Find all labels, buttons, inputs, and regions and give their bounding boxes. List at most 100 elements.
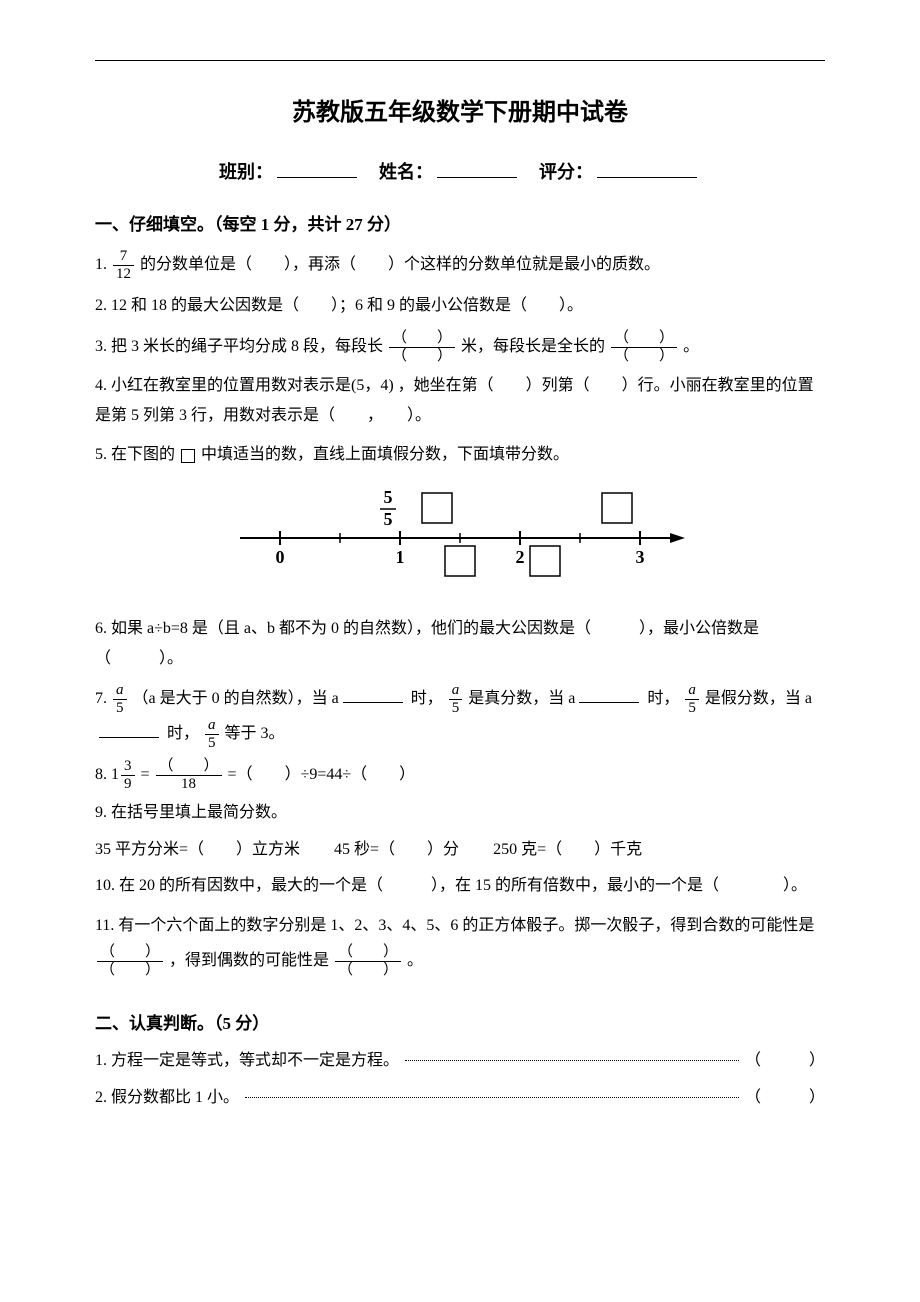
nl-0: 0 <box>276 547 285 567</box>
score-label: 评分： <box>539 162 593 182</box>
q11-c: 。 <box>407 952 423 969</box>
q7-f4n: a <box>205 718 219 734</box>
section2-head: 二、认真判断。（5 分） <box>95 1008 825 1040</box>
q3-f1-den: （ ） <box>389 347 455 364</box>
q11-a: 11. 有一个六个面上的数字分别是 1、2、3、4、5、6 的正方体骰子。掷一次… <box>95 917 814 934</box>
q11-f2n: （ ） <box>335 945 401 961</box>
nl-3: 3 <box>636 547 645 567</box>
q3-a: 3. 把 3 米长的绳子平均分成 8 段，每段长 <box>95 338 383 355</box>
q7-blank2[interactable] <box>579 687 639 703</box>
q7-f3d: 5 <box>685 699 699 716</box>
nl-1: 1 <box>396 547 405 567</box>
score-blank[interactable] <box>597 160 697 178</box>
q3-b: 米，每段长是全长的 <box>461 338 605 355</box>
q7-blank3[interactable] <box>99 722 159 738</box>
q3-frac2: （ ） （ ） <box>611 331 677 364</box>
q8-b: =（ ）÷9=44÷（ ） <box>228 766 416 783</box>
nl-box-bot2[interactable] <box>530 546 560 576</box>
name-blank[interactable] <box>437 160 517 178</box>
q7-a: 7. <box>95 690 111 707</box>
nl-frac-den: 5 <box>384 509 393 529</box>
q8-mn: 3 <box>121 759 135 775</box>
nl-box-bot1[interactable] <box>445 546 475 576</box>
q1-frac-den: 12 <box>113 265 134 282</box>
q7-f3: a 5 <box>685 683 699 716</box>
section1-head: 一、仔细填空。（每空 1 分，共计 27 分） <box>95 209 825 241</box>
q3-f2-den: （ ） <box>611 347 677 364</box>
class-label: 班别： <box>219 162 273 182</box>
q8-whole: 1 <box>111 766 119 783</box>
q9-3: 250 克=（ ）千克 <box>493 841 642 858</box>
q8-f2n: （ ） <box>156 759 222 775</box>
name-label: 姓名： <box>379 162 433 182</box>
nl-frac-num: 5 <box>384 487 393 507</box>
q8-mixed: 3 9 <box>121 759 135 792</box>
number-line: 0 1 2 3 5 5 <box>95 483 825 594</box>
q11-f1: （ ） （ ） <box>97 945 163 978</box>
q3-c: 。 <box>683 338 699 355</box>
q7-f1d: 5 <box>113 699 127 716</box>
q9-head: 9. 在括号里填上最简分数。 <box>95 798 825 828</box>
q6: 6. 如果 a÷b=8 是（且 a、b 都不为 0 的自然数），他们的最大公因数… <box>95 614 825 675</box>
q7-f: 是假分数，当 a <box>705 690 812 707</box>
q9-row: 35 平方分米=（ ）立方米 45 秒=（ ）分 250 克=（ ）千克 <box>95 835 825 865</box>
q11-f2: （ ） （ ） <box>335 945 401 978</box>
q11-f1n: （ ） <box>97 945 163 961</box>
j1-dots <box>405 1060 739 1061</box>
q3-f1-num: （ ） <box>389 331 455 347</box>
j1-paren[interactable]: （ ） <box>745 1046 825 1076</box>
q7-g: 时， <box>167 725 199 742</box>
q7: 7. a 5 （a 是大于 0 的自然数），当 a 时， a 5 是真分数，当 … <box>95 681 825 751</box>
q7-h: 等于 3。 <box>225 725 285 742</box>
q7-e: 时， <box>647 690 679 707</box>
j2-text: 2. 假分数都比 1 小。 <box>95 1083 239 1113</box>
q2: 2. 12 和 18 的最大公因数是（ ）；6 和 9 的最小公倍数是（ ）。 <box>95 288 825 323</box>
q8-f2: （ ） 18 <box>156 759 222 792</box>
q1-prefix: 1. <box>95 256 111 273</box>
q7-f1: a 5 <box>113 683 127 716</box>
q7-f1n: a <box>113 683 127 699</box>
q8-eq1: = <box>141 766 150 783</box>
q1-frac-num: 7 <box>113 249 134 265</box>
info-line: 班别： 姓名： 评分： <box>95 155 825 189</box>
q8-f2d: 18 <box>156 775 222 792</box>
q3-f2-num: （ ） <box>611 331 677 347</box>
q11-b: ，得到偶数的可能性是 <box>169 952 333 969</box>
q7-blank1[interactable] <box>343 687 403 703</box>
j2-dots <box>245 1097 739 1098</box>
q3-frac1: （ ） （ ） <box>389 331 455 364</box>
top-rule <box>95 60 825 61</box>
q8-a: 8. <box>95 766 111 783</box>
q7-f2n: a <box>449 683 463 699</box>
q7-d: 是真分数，当 a <box>468 690 575 707</box>
q8: 8. 1 3 9 = （ ） 18 =（ ）÷9=44÷（ ） <box>95 757 825 792</box>
q3: 3. 把 3 米长的绳子平均分成 8 段，每段长 （ ） （ ） 米，每段长是全… <box>95 329 825 364</box>
q9-1: 35 平方分米=（ ）立方米 <box>95 841 300 858</box>
q11: 11. 有一个六个面上的数字分别是 1、2、3、4、5、6 的正方体骰子。掷一次… <box>95 908 825 978</box>
j1-text: 1. 方程一定是等式，等式却不一定是方程。 <box>95 1046 399 1076</box>
q5: 5. 在下图的 中填适当的数，直线上面填假分数，下面填带分数。 <box>95 437 825 472</box>
q1-text: 的分数单位是（ ），再添（ ）个这样的分数单位就是最小的质数。 <box>140 256 660 273</box>
q11-f1d: （ ） <box>97 961 163 978</box>
q8-md: 9 <box>121 775 135 792</box>
q4: 4. 小红在教室里的位置用数对表示是(5，4) ，她坐在第（ ）列第（ ）行。小… <box>95 371 825 432</box>
q7-f2: a 5 <box>449 683 463 716</box>
judge-2: 2. 假分数都比 1 小。 （ ） <box>95 1083 825 1113</box>
q1-frac: 7 12 <box>113 249 134 282</box>
page-title: 苏教版五年级数学下册期中试卷 <box>95 91 825 137</box>
q9-2: 45 秒=（ ）分 <box>334 841 459 858</box>
q11-f2d: （ ） <box>335 961 401 978</box>
nl-box-top2[interactable] <box>602 493 632 523</box>
q7-f4d: 5 <box>205 734 219 751</box>
q1: 1. 7 12 的分数单位是（ ），再添（ ）个这样的分数单位就是最小的质数。 <box>95 247 825 282</box>
j2-paren[interactable]: （ ） <box>745 1083 825 1113</box>
q10: 10. 在 20 的所有因数中，最大的一个是（ ），在 15 的所有倍数中，最小… <box>95 871 825 901</box>
q5-a: 5. 在下图的 <box>95 446 175 463</box>
q7-b: （a 是大于 0 的自然数），当 a <box>133 690 339 707</box>
q7-c: 时， <box>411 690 443 707</box>
nl-box-top1[interactable] <box>422 493 452 523</box>
number-line-svg: 0 1 2 3 5 5 <box>230 483 690 583</box>
q5-b: 中填适当的数，直线上面填假分数，下面填带分数。 <box>201 446 569 463</box>
nl-2: 2 <box>516 547 525 567</box>
class-blank[interactable] <box>277 160 357 178</box>
